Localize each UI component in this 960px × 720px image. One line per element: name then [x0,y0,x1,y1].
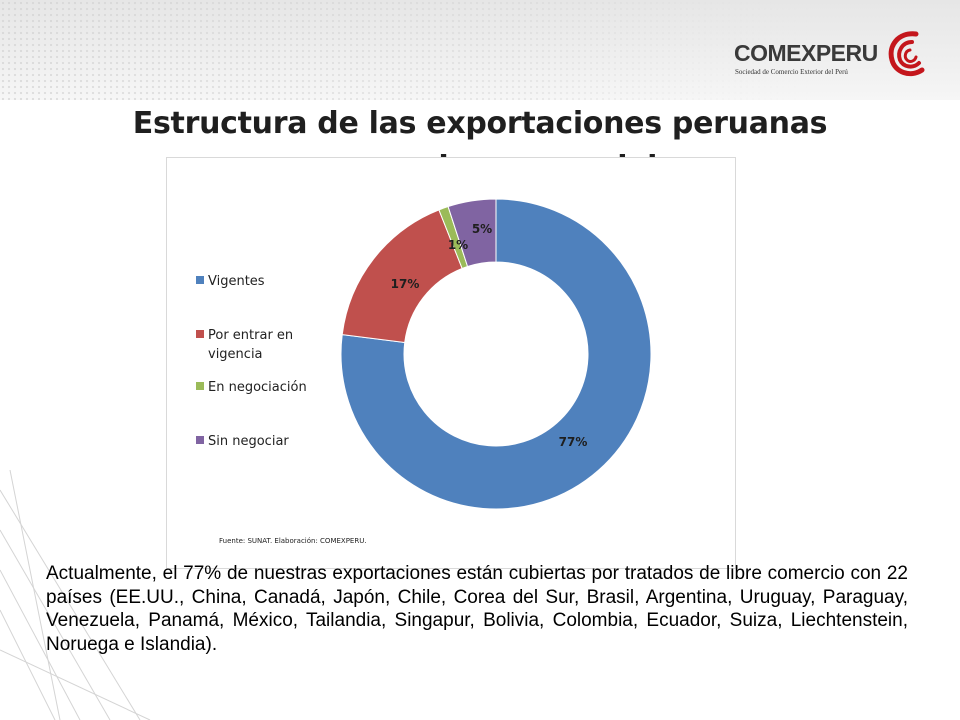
logo-subtitle: Sociedad de Comercio Exterior del Perú [735,68,848,76]
world-map-dots [0,0,960,100]
legend-label: Vigentes [208,274,265,289]
legend-item: Por entrar en vigencia [196,326,328,364]
decorative-lines [0,470,151,720]
logo-text: COMEXPERU [734,40,878,66]
legend-item: Vigentes [196,272,328,291]
logo-swirl-icon [888,31,925,77]
legend-swatch [196,276,204,284]
legend-swatch [196,330,204,338]
header-band [0,0,960,100]
legend-label: En negociación [208,380,307,395]
legend-label: Sin negociar [208,434,289,449]
legend-swatch [196,436,204,444]
chart-source-note: Fuente: SUNAT. Elaboración: COMEXPERU. [219,537,367,545]
body-paragraph: Actualmente, el 77% de nuestras exportac… [46,563,908,655]
comexperu-logo: COMEXPERU Sociedad de Comercio Exterior … [734,30,929,84]
legend-item: Sin negociar [196,432,328,451]
legend-item: En negociación [196,378,328,397]
legend-swatch [196,382,204,390]
legend-label: Por entrar en vigencia [208,328,294,362]
